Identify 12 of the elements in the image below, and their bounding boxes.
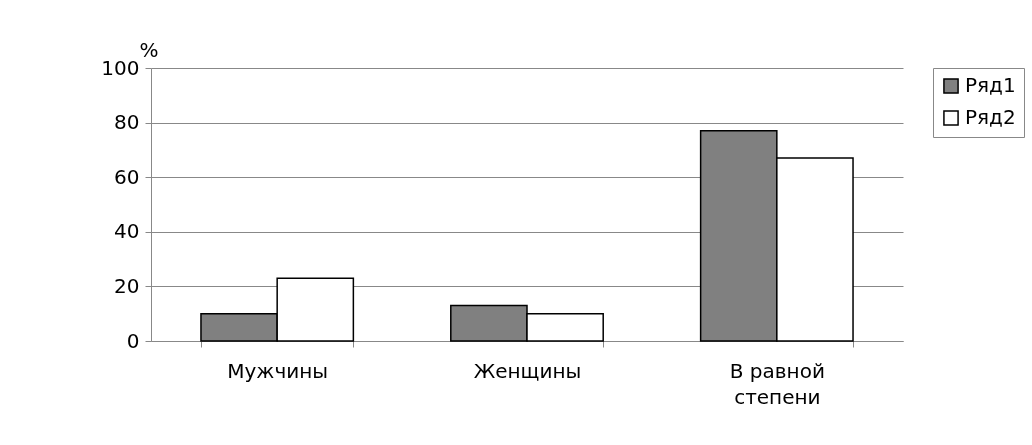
x-tick-label: В равной степени: [729, 358, 825, 409]
y-tick-label: 20: [114, 273, 140, 298]
legend-label: Ряд1: [965, 73, 1016, 97]
y-tick-label: 40: [114, 219, 140, 244]
y-axis-title: %: [139, 37, 159, 62]
y-tick-label: 60: [114, 164, 140, 189]
y-tick-label: 0: [126, 328, 140, 353]
y-tick-label: 80: [114, 110, 140, 135]
x-tick-label: Женщины: [473, 358, 582, 383]
x-tick-label: Мужчины: [227, 358, 329, 383]
legend-label: Ряд2: [965, 105, 1016, 129]
y-tick-label: 100: [101, 55, 140, 80]
